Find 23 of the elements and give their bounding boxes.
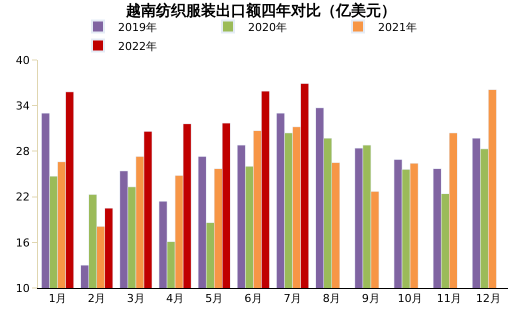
y-tick-label: 10 xyxy=(16,282,30,295)
x-tick-label: 6月 xyxy=(244,292,262,306)
y-tick-label: 40 xyxy=(16,54,30,67)
legend-label: 2022年 xyxy=(118,40,157,53)
x-tick-label: 2月 xyxy=(88,292,106,306)
x-tick-label: 8月 xyxy=(322,292,341,306)
legend-label: 2021年 xyxy=(378,20,417,34)
y-tick-label: 28 xyxy=(16,145,30,158)
chart-title: 越南纺织服装出口额四年对比（亿美元） xyxy=(125,1,396,20)
x-tick-label: 5月 xyxy=(205,292,224,306)
y-tick-label: 22 xyxy=(16,190,30,204)
y-tick-label: 34 xyxy=(16,99,30,112)
x-tick-label: 7月 xyxy=(284,292,302,306)
x-tick-label: 12月 xyxy=(476,292,501,306)
x-tick-label: 4月 xyxy=(166,292,184,306)
x-tick-label: 1月 xyxy=(48,292,67,306)
legend-label: 2019年 xyxy=(118,20,157,34)
x-tick-label: 3月 xyxy=(126,292,145,306)
legend-label: 2020年 xyxy=(248,20,287,34)
x-tick-label: 11月 xyxy=(436,292,462,306)
x-tick-label: 9月 xyxy=(362,292,380,306)
x-tick-label: 10月 xyxy=(398,292,423,306)
y-tick-label: 16 xyxy=(16,236,30,250)
